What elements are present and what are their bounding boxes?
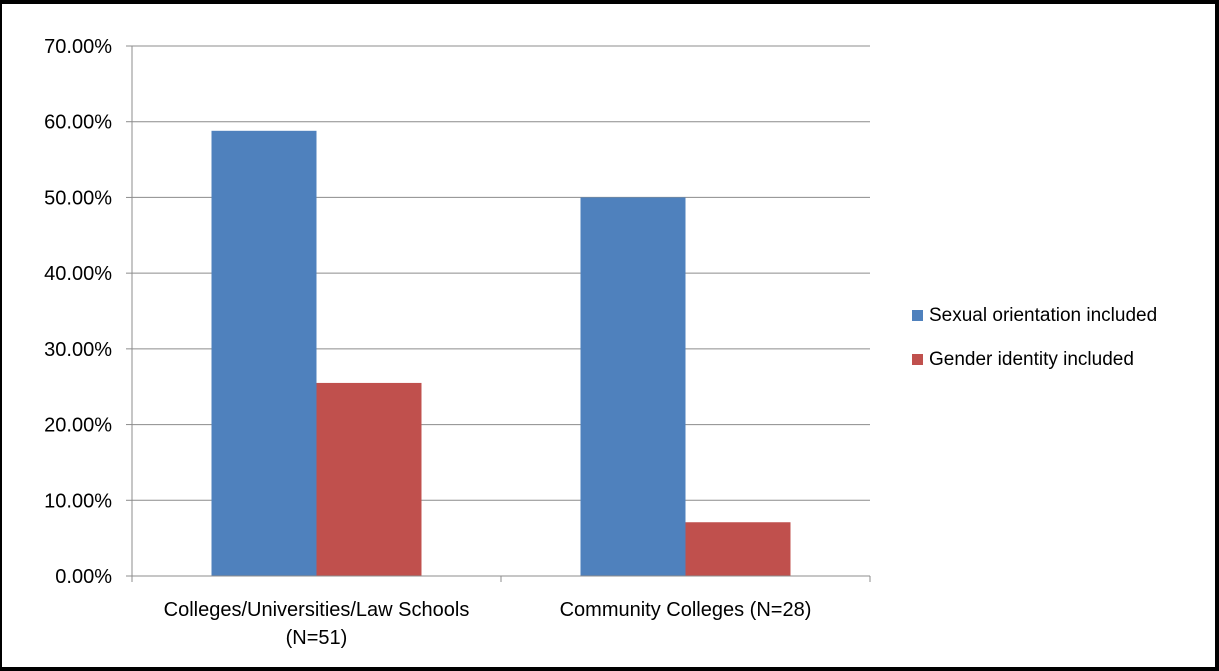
x-axis-tick-labels: Colleges/Universities/Law Schools (N=51) C…	[164, 599, 812, 649]
y-tick-label: 40.00%	[44, 263, 112, 285]
y-tick-label: 10.00%	[44, 490, 112, 512]
axes	[126, 45, 871, 582]
y-axis-tick-labels: 0.00% 10.00% 20.00% 30.00% 40.00% 50.00% 60.00…	[44, 36, 112, 588]
y-tick-label: 0.00%	[55, 566, 112, 588]
y-tick-label: 60.00%	[44, 112, 112, 134]
y-tick-label: 20.00%	[44, 415, 112, 437]
x-category-label: Colleges/Universities/Law Schools	[164, 599, 470, 621]
legend-swatch-gender-identity	[912, 354, 923, 365]
bar-gender-identity-1	[685, 522, 791, 576]
x-category-label: (N=51)	[286, 627, 348, 649]
legend-label-gender-identity: Gender identity included	[929, 349, 1134, 370]
bar-sexual-orientation-1	[580, 197, 686, 576]
y-tick-label: 50.00%	[44, 187, 112, 209]
bar-gender-identity-0	[316, 382, 422, 576]
legend-swatch-sexual-orientation	[912, 310, 923, 321]
y-tick-label: 70.00%	[44, 36, 112, 58]
bar-chart: 0.00% 10.00% 20.00% 30.00% 40.00% 50.00% 60.00…	[44, 36, 1157, 649]
y-tick-label: 30.00%	[44, 339, 112, 361]
legend: Sexual orientation included Gender identi…	[912, 305, 1157, 370]
x-category-label: Community Colleges (N=28)	[560, 599, 812, 621]
legend-label-sexual-orientation: Sexual orientation included	[929, 305, 1157, 326]
bars	[211, 130, 791, 577]
bar-sexual-orientation-0	[211, 130, 317, 577]
